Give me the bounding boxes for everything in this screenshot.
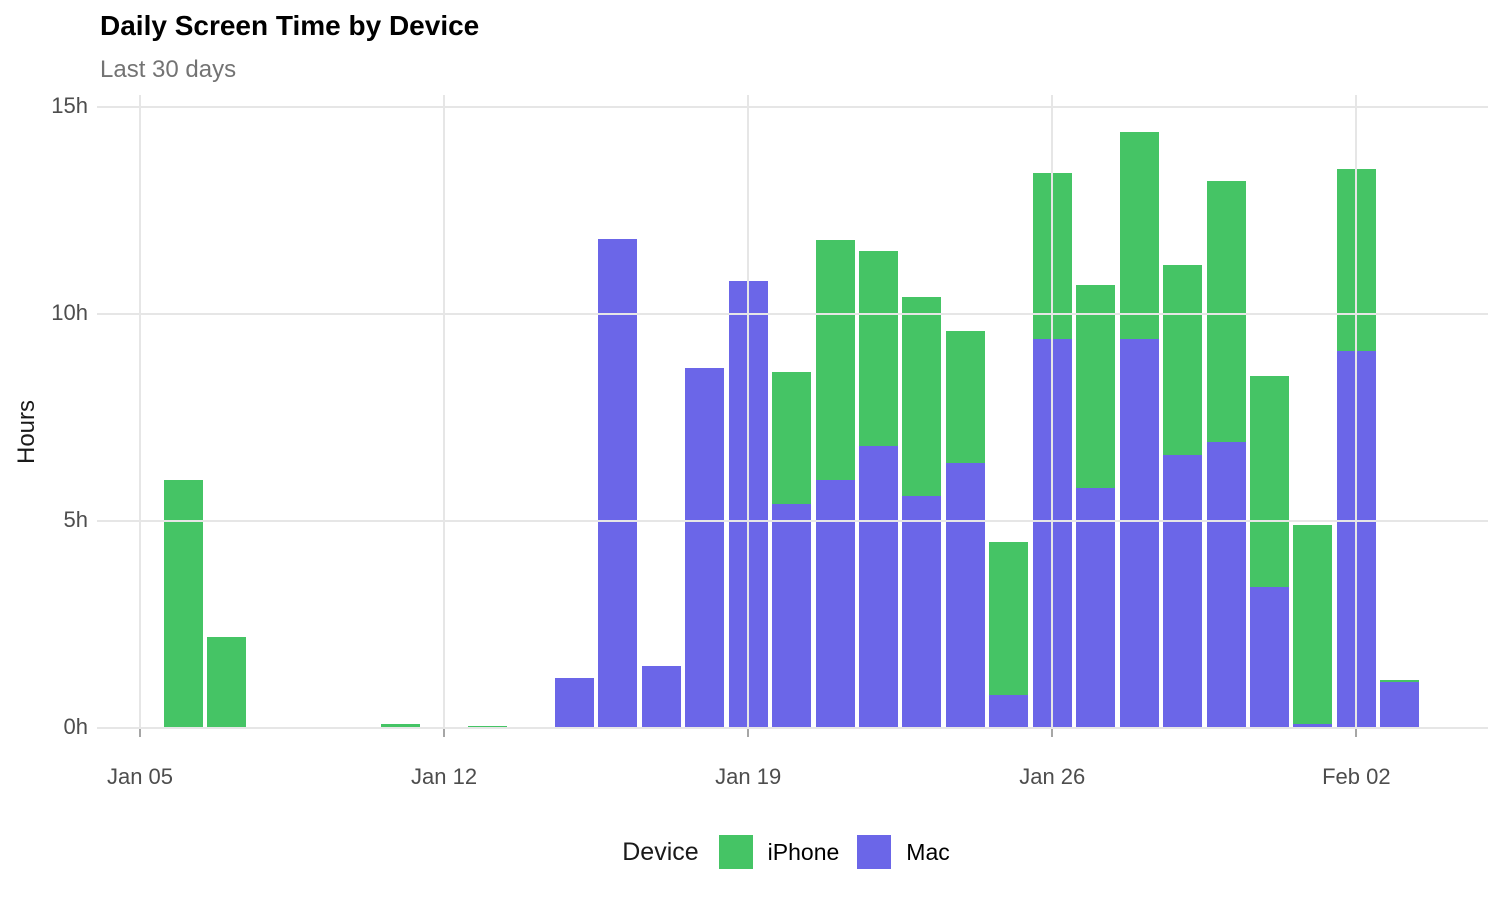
gridline-horizontal: [97, 106, 1488, 108]
gridline-horizontal: [97, 313, 1488, 315]
bar-segment-mac: [1119, 339, 1159, 728]
legend: Device iPhone Mac: [100, 830, 1490, 874]
bar-segment-mac: [859, 446, 898, 728]
bar-segment-mac: [598, 239, 638, 728]
bar-segment-mac: [685, 368, 725, 728]
legend-item-mac: Mac: [857, 835, 950, 869]
bar-segment-iphone: [1380, 680, 1420, 682]
bar-segment-iphone: [859, 251, 898, 446]
bar-segment-iphone: [902, 297, 942, 496]
y-axis-tick-label: 5h: [63, 507, 88, 532]
gridline-vertical: [747, 95, 750, 728]
y-axis-tick-label: 15h: [51, 93, 88, 118]
bar-segment-mac: [1076, 488, 1116, 728]
x-axis-tick-label: Jan 26: [1019, 764, 1086, 789]
gridline-vertical: [1355, 95, 1358, 728]
bar-segment-iphone: [1076, 285, 1116, 488]
bar-segment-mac: [1249, 587, 1289, 728]
bar-segment-mac: [1163, 455, 1203, 728]
legend-label: iPhone: [767, 838, 840, 865]
legend-swatch-mac: [857, 835, 892, 869]
x-axis-tick-mark: [443, 728, 446, 737]
legend-swatch-iphone: [718, 835, 753, 869]
bar-segment-iphone: [381, 724, 421, 728]
legend-item-iphone: iPhone: [718, 835, 840, 869]
gridline-vertical: [443, 95, 446, 728]
x-axis-tick-mark: [1355, 728, 1358, 737]
x-axis-tick-mark: [1051, 728, 1054, 737]
bar-segment-mac: [772, 504, 812, 728]
gridline-vertical: [139, 95, 141, 728]
bar-segment-iphone: [1163, 265, 1203, 455]
bar-segment-iphone: [772, 372, 812, 504]
gridline-horizontal: [97, 520, 1488, 522]
x-axis-tick-mark: [139, 728, 141, 737]
bar-segment-iphone: [815, 240, 855, 480]
legend-title: Device: [622, 837, 699, 866]
x-axis-tick-label: Feb 02: [1322, 764, 1391, 789]
x-axis-tick-mark: [747, 728, 750, 737]
bar-segment-iphone: [945, 331, 985, 463]
bar-segment-mac: [641, 666, 681, 728]
y-axis-tick-label: 0h: [63, 714, 88, 739]
x-axis-tick-label: Jan 12: [411, 764, 478, 789]
legend-items: iPhone Mac: [718, 835, 968, 869]
bar-segment-mac: [815, 480, 855, 728]
bar-segment-iphone: [1249, 376, 1289, 587]
gridline-vertical: [1051, 95, 1054, 728]
bar-segment-iphone: [163, 480, 203, 728]
bar-segment-mac: [945, 463, 985, 728]
y-axis-tick-label: 10h: [51, 300, 88, 325]
x-axis-tick-label: Jan 05: [106, 764, 174, 789]
gridline-horizontal: [97, 727, 1488, 729]
x-axis-tick-label: Jan 19: [715, 764, 782, 789]
chart-subtitle: Last 30 days: [100, 56, 237, 83]
legend-label: Mac: [906, 838, 950, 865]
bar-segment-mac: [554, 678, 594, 728]
bar-segment-mac: [989, 695, 1029, 728]
bar-segment-mac: [1293, 724, 1333, 728]
bar-segment-iphone: [1206, 181, 1246, 442]
bar-segment-iphone: [989, 542, 1029, 695]
bar-segment-mac: [1206, 442, 1246, 728]
bar-segment-iphone: [207, 637, 247, 728]
bar-segment-iphone: [1119, 132, 1159, 339]
chart-title: Daily Screen Time by Device: [100, 10, 480, 41]
bar-segment-iphone: [1293, 525, 1333, 724]
bar-segment-mac: [1380, 682, 1420, 728]
y-axis-title: Hours: [13, 399, 40, 465]
bar-segment-mac: [902, 496, 942, 728]
